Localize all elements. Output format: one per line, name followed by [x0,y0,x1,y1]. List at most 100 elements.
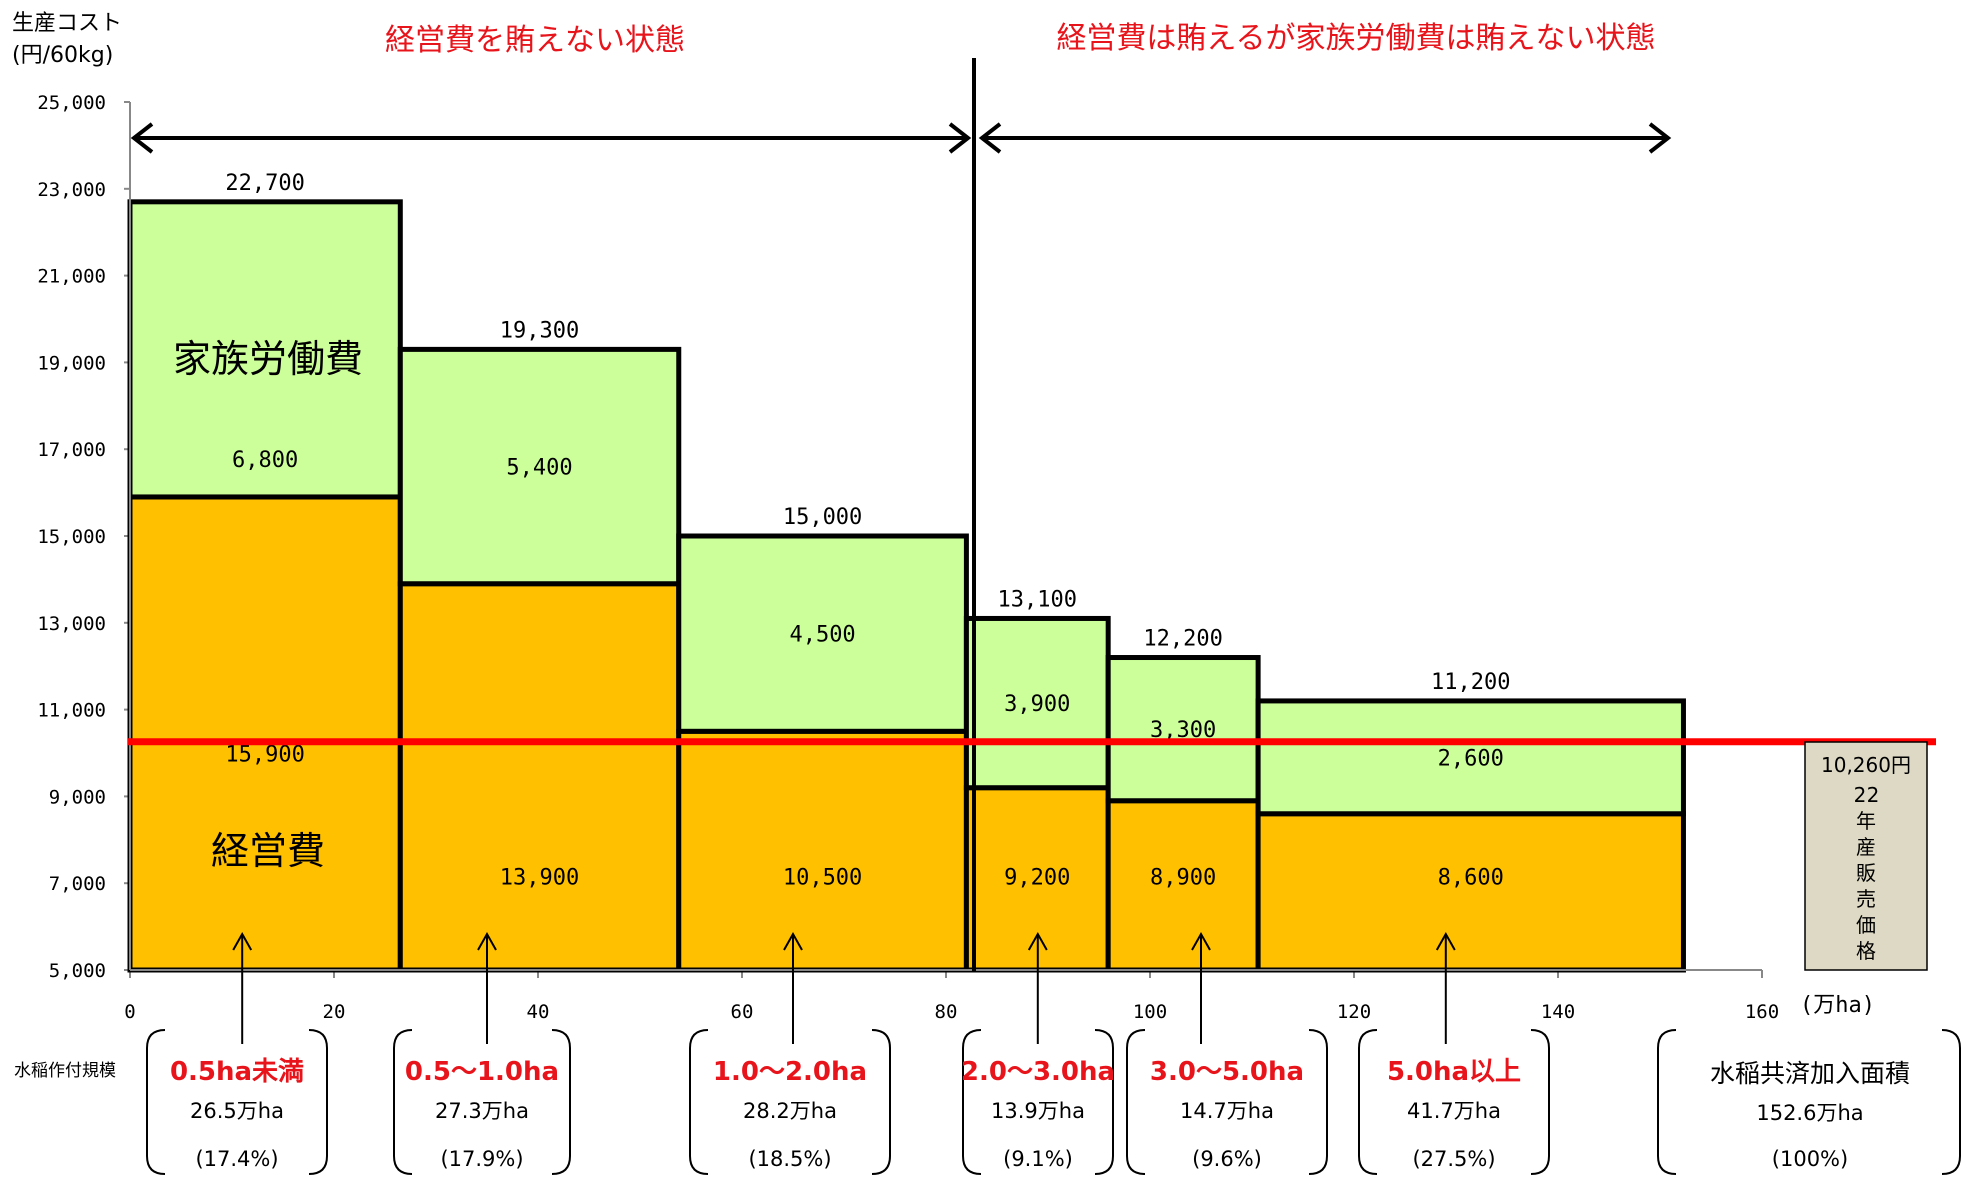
y-tick-label: 23,000 [37,179,106,201]
category-area: 27.3万ha [435,1099,529,1123]
bar-total-label: 11,200 [1431,670,1510,695]
y-axis-ticks: 5,000 7,000 9,000 11,000 13,000 15,000 17,000 1… [37,92,130,982]
category-bracket-right [551,1029,571,1175]
bar-management-5 [1255,811,1686,973]
category-box: 0.5～1.0ha 27.3万ha (17.9%) [393,1029,571,1175]
category-bracket-right [1530,1029,1550,1175]
category-name: 0.5ha未満 [170,1057,304,1087]
bars [127,199,1686,973]
total-box-title: 水稲共済加入面積 [1710,1059,1910,1088]
category-name: 0.5～1.0ha [405,1057,559,1087]
category-bracket-left [962,1029,982,1175]
category-arrows [232,931,1456,1044]
price-note-char: 2 [1854,783,1867,807]
category-box: 0.5ha未満 26.5万ha (17.4%) [146,1029,328,1175]
category-area: 28.2万ha [743,1099,837,1123]
y-tick-label: 7,000 [49,873,106,895]
price-note-char: 年 [1856,809,1876,833]
category-bracket-right [308,1029,328,1175]
category-share: (17.4%) [195,1147,278,1171]
y-axis-label: 生産コスト [12,11,122,36]
category-name: 5.0ha以上 [1387,1057,1521,1087]
category-arrowhead [1435,931,1456,951]
category-bracket-left [689,1029,709,1175]
category-name: 2.0～3.0ha [961,1057,1115,1087]
category-box: 3.0～5.0ha 14.7万ha (9.6%) [1126,1029,1328,1175]
category-bracket-left [393,1029,413,1175]
x-tick-label: 160 [1745,1001,1779,1023]
bar-management-label: 13,900 [500,866,579,891]
y-tick-label: 5,000 [49,960,106,982]
x-tick-label: 140 [1541,1001,1575,1023]
category-bracket-right [1308,1029,1328,1175]
x-tick-label: 0 [124,1001,135,1023]
bar-family-label: 3,900 [1004,692,1070,717]
category-name: 1.0～2.0ha [713,1057,867,1087]
row-label: 水稲作付規模 [14,1061,116,1081]
price-box [1804,741,1928,971]
bar-management-label: 15,900 [225,743,304,768]
bar-family-5 [1255,698,1686,817]
bar-management-2 [676,728,969,973]
bar-labels: 22,700 6,800 15,900 19,300 5,400 13,900 15,000… [225,171,1510,891]
category-bracket-right [871,1029,891,1175]
bar-family-label: 2,600 [1438,746,1504,771]
y-tick-label: 21,000 [37,266,106,288]
y-tick-label: 19,000 [37,352,106,374]
x-axis-unit: (万ha) [1800,993,1875,1018]
region-arrow-right [978,122,1672,154]
category-box: 1.0～2.0ha 28.2万ha (18.5%) [689,1029,891,1175]
category-arrowhead [232,931,253,951]
series-name-management: 経営費 [211,829,325,873]
bar-total-label: 22,700 [225,171,304,196]
y-tick-label: 25,000 [37,92,106,114]
category-bracket-left [1358,1029,1378,1175]
bar-total-label: 15,000 [783,505,862,530]
bar-family-label: 4,500 [789,623,855,648]
x-axis-ticks: 0 20 40 60 80 100 120 140 160 [124,970,1779,1023]
category-area: 41.7万ha [1407,1099,1501,1123]
bar-total-label: 13,100 [998,587,1077,612]
category-box: 5.0ha以上 41.7万ha (27.5%) [1358,1029,1550,1175]
x-tick-label: 80 [935,1001,958,1023]
category-box: 2.0～3.0ha 13.9万ha (9.1%) [961,1029,1115,1175]
region-label-left: 経営費を賄えない状態 [385,23,685,58]
bar-family-label: 5,400 [506,456,572,481]
category-bracket-right [1094,1029,1114,1175]
category-bracket-left [146,1029,166,1175]
bar-family-2 [676,533,969,734]
y-tick-label: 17,000 [37,439,106,461]
x-tick-label: 60 [731,1001,754,1023]
category-area: 26.5万ha [190,1099,284,1123]
category-arrowhead [477,931,497,951]
price-note-char: 2 [1867,783,1880,807]
total-box-area: 152.6万ha [1756,1101,1863,1125]
y-axis-unit: (円/60kg) [12,43,113,68]
bar-management-label: 9,200 [1004,866,1070,891]
price-note-char: 格 [1856,939,1876,963]
price-note-char: 産 [1856,835,1876,859]
bar-total-label: 19,300 [500,318,579,343]
category-share: (18.5%) [748,1147,831,1171]
bar-management-1 [397,581,682,973]
bar-total-label: 12,200 [1143,627,1222,652]
price-note-char: 価 [1856,913,1876,937]
category-area: 14.7万ha [1180,1099,1274,1123]
x-tick-label: 120 [1337,1001,1371,1023]
price-note-char: 売 [1856,887,1876,911]
x-tick-label: 100 [1133,1001,1167,1023]
price-note-char: 販 [1856,861,1876,885]
y-tick-label: 11,000 [37,700,106,722]
bar-management-label: 10,500 [783,866,862,891]
total-box-share: (100%) [1772,1147,1848,1171]
y-tick-label: 15,000 [37,526,106,548]
category-name: 3.0～5.0ha [1150,1057,1304,1087]
x-tick-label: 40 [527,1001,550,1023]
bar-management-label: 8,600 [1438,866,1504,891]
category-share: (17.9%) [440,1147,523,1171]
y-tick-label: 9,000 [49,786,106,808]
category-arrowhead [1191,931,1211,951]
category-area: 13.9万ha [991,1099,1085,1123]
series-name-family: 家族労働費 [173,337,363,381]
